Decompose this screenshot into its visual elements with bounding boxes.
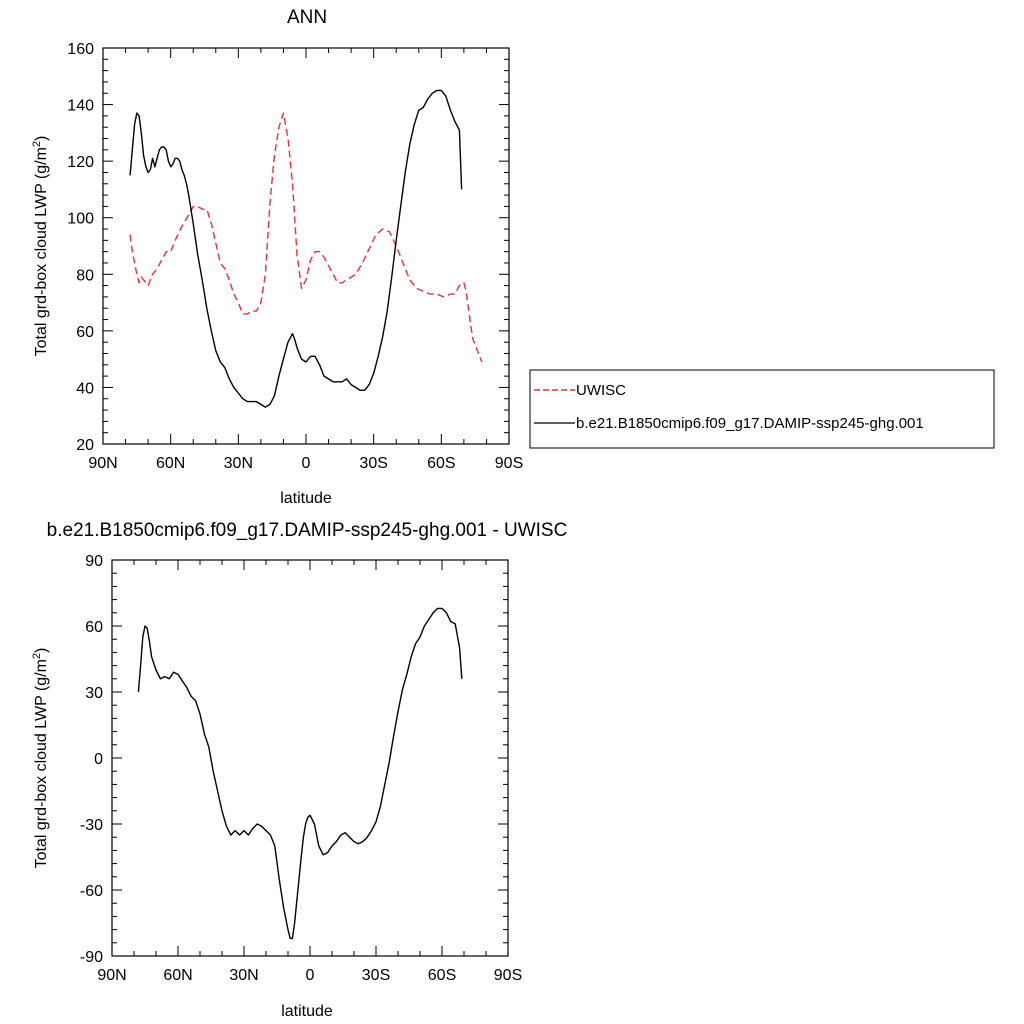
bottom-chart-plot-frame [111, 559, 509, 957]
bottom-x-tick-label: 30S [362, 967, 390, 984]
top-x-tick-label: 90S [495, 455, 523, 472]
bottom-chart-y-tick-labels: -90 -60 -30 0 30 60 90 [80, 553, 103, 966]
bottom-y-tick-label: 90 [85, 553, 103, 570]
top-x-tick-label: 60S [427, 455, 455, 472]
top-chart-x-axis-label: latitude [280, 490, 332, 507]
top-y-tick-label: 140 [67, 98, 94, 115]
top-ylabel-main: Total grd-box cloud LWP (g/m [33, 147, 50, 356]
bottom-ylabel-close: ) [33, 648, 50, 653]
bottom-chart-series-lines [137, 607, 463, 940]
top-y-tick-label: 160 [67, 41, 94, 58]
bottom-y-tick-label: -30 [80, 817, 103, 834]
bottom-chart: b.e21.B1850cmip6.f09_g17.DAMIP-ssp245-gh… [31, 520, 567, 1020]
top-y-tick-label: 100 [67, 211, 94, 228]
top-ylabel-close: ) [33, 136, 50, 141]
bottom-chart-y-axis-label: Total grd-box cloud LWP (g/m2) [31, 648, 50, 869]
bottom-ylabel-main: Total grd-box cloud LWP (g/m [33, 659, 50, 868]
bottom-ylabel-superscript: 2 [31, 653, 43, 659]
top-chart-series-lines [129, 89, 483, 408]
top-y-tick-label: 40 [76, 380, 94, 397]
legend-box [529, 369, 995, 449]
bottom-y-tick-label: -90 [80, 949, 103, 966]
top-chart-title: ANN [287, 7, 327, 28]
bottom-chart-x-tick-labels: 90N 60N 30N 0 30S 60S 90S [97, 967, 522, 984]
bottom-series-line-0 [137, 607, 463, 940]
top-chart-y-tick-labels: 20 40 60 80 100 120 140 160 [67, 41, 94, 454]
top-chart-plot-frame [102, 47, 510, 445]
bottom-y-tick-label: -60 [80, 883, 103, 900]
top-x-tick-label: 0 [302, 455, 311, 472]
top-y-tick-label: 60 [76, 324, 94, 341]
bottom-y-tick-label: 0 [94, 751, 103, 768]
legend-label-uwisc: UWISC [576, 382, 626, 399]
top-series-line-1 [129, 89, 463, 408]
bottom-y-tick-label: 30 [85, 685, 103, 702]
bottom-x-tick-label: 90N [97, 967, 126, 984]
bottom-x-tick-label: 30N [229, 967, 258, 984]
bottom-y-tick-label: 60 [85, 619, 103, 636]
top-chart: ANN 90N 60N 30N 0 30S 60S 90S 20 40 60 80 100 120 14… [31, 7, 995, 507]
bottom-chart-x-axis-label: latitude [281, 1003, 333, 1020]
top-series-line-0 [129, 112, 483, 363]
bottom-x-tick-label: 60N [163, 967, 192, 984]
top-x-tick-label: 60N [156, 455, 185, 472]
top-y-tick-label: 20 [76, 437, 94, 454]
bottom-x-tick-label: 90S [494, 967, 522, 984]
bottom-chart-tick-marks [111, 559, 509, 957]
legend-label-model: b.e21.B1850cmip6.f09_g17.DAMIP-ssp245-gh… [576, 415, 924, 432]
top-chart-x-tick-labels: 90N 60N 30N 0 30S 60S 90S [88, 455, 523, 472]
legend: UWISC b.e21.B1850cmip6.f09_g17.DAMIP-ssp… [529, 369, 995, 449]
top-chart-tick-marks [102, 47, 510, 445]
bottom-chart-title: b.e21.B1850cmip6.f09_g17.DAMIP-ssp245-gh… [47, 520, 568, 541]
top-y-tick-label: 120 [67, 154, 94, 171]
top-x-tick-label: 90N [88, 455, 117, 472]
bottom-x-tick-label: 0 [306, 967, 315, 984]
top-chart-y-axis-label: Total grd-box cloud LWP (g/m2) [31, 136, 50, 357]
top-x-tick-label: 30S [359, 455, 387, 472]
top-x-tick-label: 30N [224, 455, 253, 472]
bottom-x-tick-label: 60S [428, 967, 456, 984]
top-y-tick-label: 80 [76, 267, 94, 284]
top-ylabel-superscript: 2 [31, 141, 43, 147]
